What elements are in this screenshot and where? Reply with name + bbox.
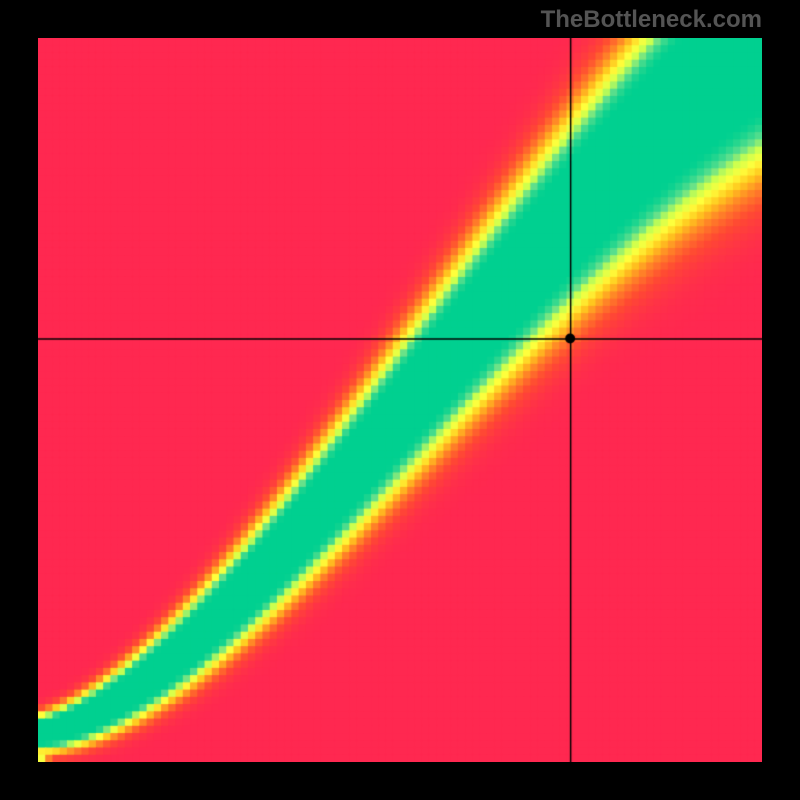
bottleneck-heatmap: [38, 38, 762, 762]
chart-container: { "chart": { "type": "heatmap-bottleneck…: [0, 0, 800, 800]
watermark-text: TheBottleneck.com: [541, 6, 762, 34]
